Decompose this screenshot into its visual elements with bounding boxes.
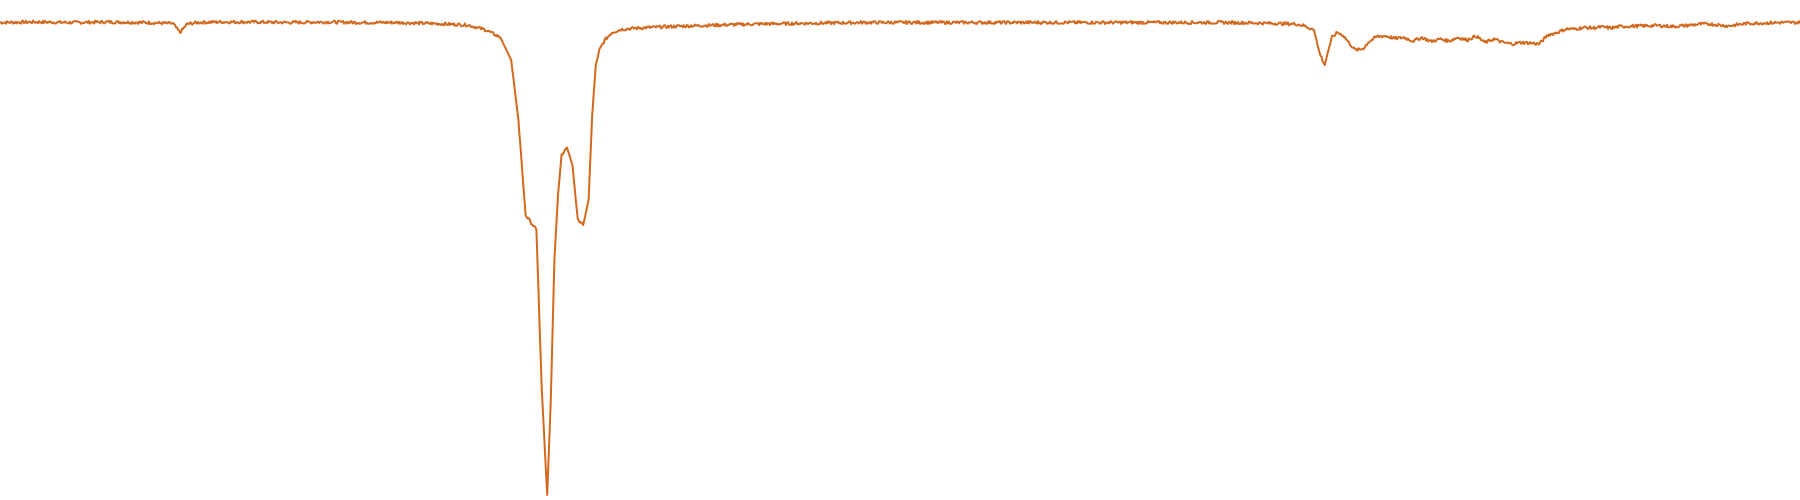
series-line bbox=[0, 19, 1800, 496]
